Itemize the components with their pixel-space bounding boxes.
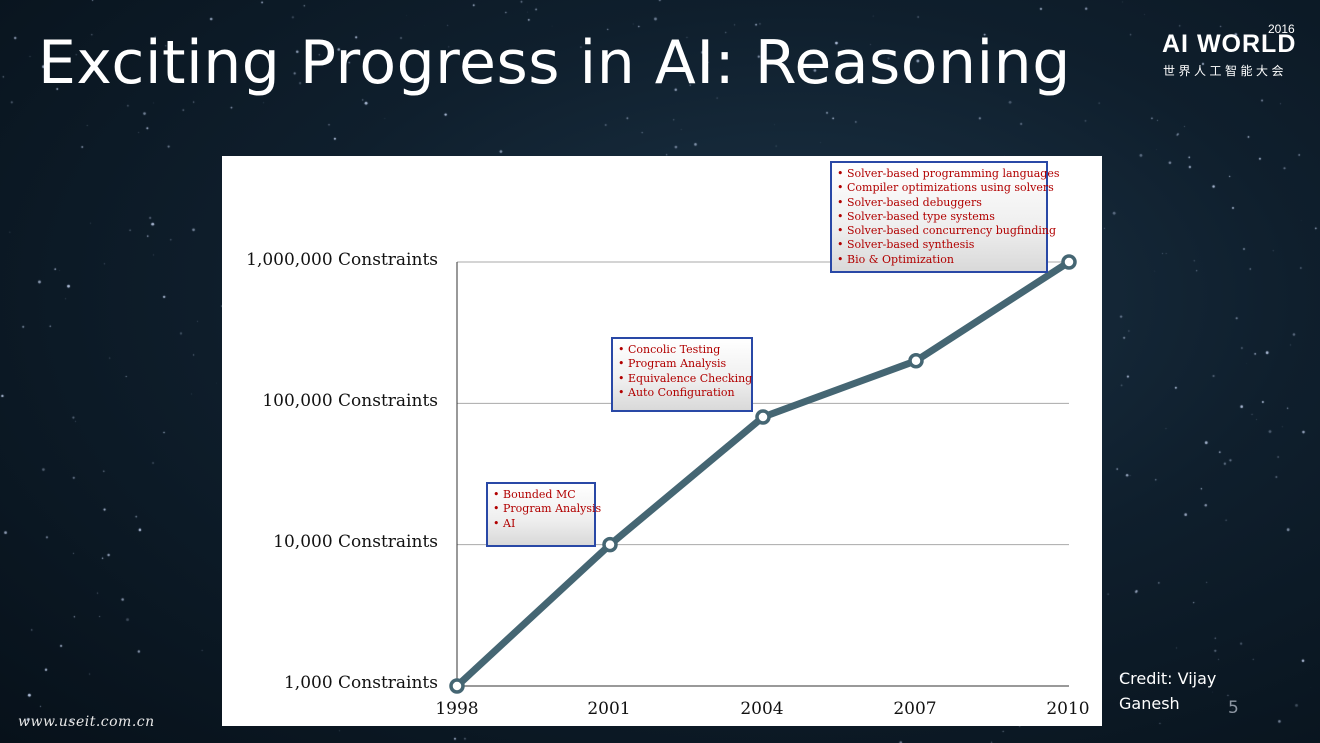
chart-panel: 1,000,000 Constraints 100,000 Constraint… <box>222 156 1102 726</box>
data-point <box>908 353 924 369</box>
chart-svg <box>449 254 1077 694</box>
annotation-item: • AI <box>493 516 516 530</box>
y-tick-label: 10,000 Constraints <box>273 532 438 552</box>
x-tick-label: 2010 <box>1046 699 1090 719</box>
annotation-item: • Bounded MC <box>493 488 576 501</box>
annotation-item: • Solver-based concurrency bugfinding <box>837 224 1057 238</box>
annotation-box-2004: • Concolic Testing • Program Analysis • … <box>611 337 753 412</box>
logo-subtitle: 世界人工智能大会 <box>1163 64 1288 78</box>
annotation-item: • Solver-based synthesis <box>837 238 975 252</box>
credit-line: Credit: Vijay <box>1119 669 1217 688</box>
logo-year: 2016 <box>1268 22 1295 36</box>
annotation-item: • Program Analysis <box>618 357 727 371</box>
annotation-item: • Solver-based debuggers <box>837 195 982 209</box>
page-number: 5 <box>1228 698 1239 718</box>
annotation-item: • Compiler optimizations using solvers <box>837 181 1054 195</box>
ai-world-logo: 2016 AI WORLD 世界人工智能大会 <box>1160 22 1300 78</box>
data-point <box>755 409 771 425</box>
annotation-item: • Solver-based type systems <box>837 209 995 223</box>
x-tick-label: 2001 <box>587 699 631 719</box>
watermark: www.useit.com.cn <box>18 714 155 730</box>
data-point <box>1061 254 1077 270</box>
x-tick-label: 2007 <box>893 699 937 719</box>
annotation-item: • Equivalence Checking <box>618 371 753 385</box>
annotation-item: • Bio & Optimization <box>837 252 954 266</box>
annotation-box-2001: • Bounded MC • Program Analysis • AI <box>486 482 602 547</box>
annotation-item: • Solver-based programming languages <box>837 167 1060 180</box>
slide-title: Exciting Progress in AI: Reasoning <box>38 28 1071 98</box>
x-tick-label: 1998 <box>435 699 479 719</box>
annotation-item: • Auto Configuration <box>618 385 735 399</box>
x-tick-label: 2004 <box>740 699 784 719</box>
data-point <box>449 678 465 694</box>
y-tick-label: 100,000 Constraints <box>262 391 438 411</box>
logo-wordmark: AI WORLD <box>1162 30 1297 58</box>
annotation-item: • Concolic Testing <box>618 343 721 356</box>
credit-text: Credit: Vijay Ganesh <box>1119 666 1216 716</box>
annotation-item: • Program Analysis <box>493 502 602 516</box>
y-tick-label: 1,000 Constraints <box>283 673 438 693</box>
annotation-box-2010: • Solver-based programming languages • C… <box>830 161 1060 273</box>
credit-line: Ganesh <box>1119 694 1180 713</box>
y-tick-label: 1,000,000 Constraints <box>246 250 438 270</box>
data-point <box>602 536 618 553</box>
series-line <box>453 258 1073 690</box>
